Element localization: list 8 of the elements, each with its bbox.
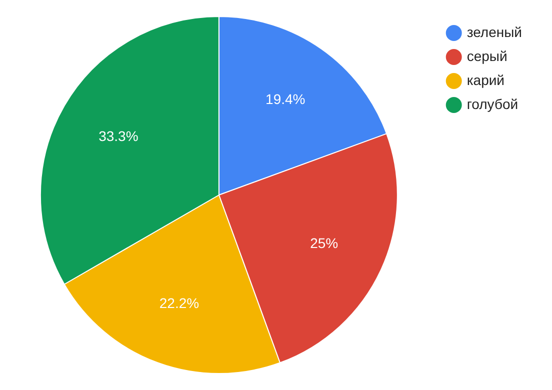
data-label: 22.2% <box>159 294 200 311</box>
legend-label: карий <box>466 72 505 88</box>
data-label: 33.3% <box>98 128 138 144</box>
data-label: 19.4% <box>266 90 306 107</box>
legend-label: голубой <box>466 96 518 112</box>
legend-label: серый <box>466 48 508 64</box>
legend-label: зеленый <box>466 24 522 40</box>
data-label: 25% <box>310 234 338 251</box>
